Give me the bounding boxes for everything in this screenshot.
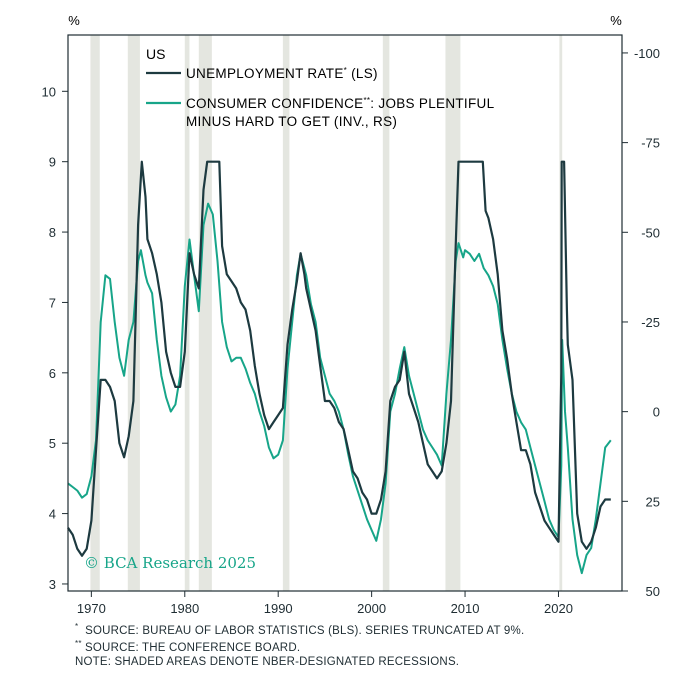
series-layer [67,160,612,575]
legend-label-confidence: CONSUMER CONFIDENCE**: JOBS PLENTIFUL [186,96,495,111]
left-tick-label: 10 [42,84,56,99]
footnote-3: NOTE: SHADED AREAS DENOTE NBER-DESIGNATE… [75,656,460,668]
x-tick-label: 1970 [77,601,106,616]
footnote-2: ** SOURCE: THE CONFERENCE BOARD. [75,639,301,654]
right-tick-label: -100 [634,46,660,61]
x-tick-label: 1980 [170,601,199,616]
unemployment-rate-line [67,160,611,557]
x-tick-label: 2010 [451,601,480,616]
consumer-confidence-line [67,202,612,575]
footnote-1: * SOURCE: BUREAU OF LABOR STATISTICS (BL… [75,622,525,637]
right-tick-label: -25 [641,315,660,330]
left-tick-label: 9 [49,155,56,170]
x-tick-label: 2020 [544,601,573,616]
x-tick-label: 1990 [264,601,293,616]
right-tick-label: 0 [653,405,660,420]
recession-band-5 [282,35,290,591]
left-tick-label: 5 [49,436,56,451]
left-tick-label: 7 [49,295,56,310]
watermark: © BCA Research 2025 [84,554,256,572]
x-tick-label: 2000 [357,601,386,616]
legend: US UNEMPLOYMENT RATE* (LS) CONSUMER CONF… [146,46,495,129]
legend-label-unemployment: UNEMPLOYMENT RATE* (LS) [186,66,378,81]
plot-frame [67,34,623,592]
left-axis-unit: % [68,13,80,28]
right-tick-label: -50 [641,225,660,240]
right-tick-label: -75 [641,136,660,151]
left-tick-label: 3 [49,577,56,592]
region-label: US [146,46,165,62]
right-axis: -100 -75 -50 -25 0 25 50 [622,46,660,599]
left-tick-label: 8 [49,225,56,240]
right-axis-unit: % [610,13,622,28]
left-tick-label: 6 [49,366,56,381]
left-axis: 3 4 5 6 7 8 9 10 [42,84,68,592]
right-tick-label: 25 [646,494,660,509]
recession-band-1 [90,35,100,591]
x-axis: 1970 1980 1990 2000 2010 2020 [77,591,573,616]
left-tick-label: 4 [49,507,56,522]
right-tick-label: 50 [646,584,660,599]
recession-band-6 [382,35,390,591]
legend-label-confidence-line2: MINUS HARD TO GET (INV., RS) [186,114,397,129]
recession-band-4 [198,35,212,591]
